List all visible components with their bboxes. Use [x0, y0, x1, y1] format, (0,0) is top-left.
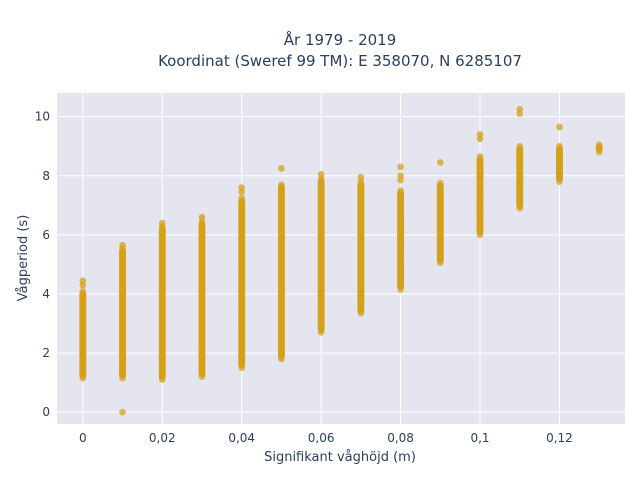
data-point [516, 105, 524, 113]
point-column [158, 219, 166, 383]
data-point [278, 355, 285, 363]
data-point [476, 131, 484, 138]
point-column [436, 159, 444, 267]
data-point [158, 219, 166, 227]
chart-title-line2: Koordinat (Sweref 99 TM): E 358070, N 62… [158, 52, 522, 70]
x-tick-label: 0,1 [470, 431, 489, 445]
point-column [595, 141, 603, 156]
data-point [317, 170, 325, 178]
point-column [397, 163, 405, 293]
x-tick-labels: 0 0,02 0,04 0,06 0,08 0,1 0,12 [79, 431, 573, 445]
point-column [238, 184, 246, 372]
data-point [317, 329, 325, 336]
point-column [317, 170, 325, 336]
data-point [397, 286, 404, 293]
point-column [516, 105, 524, 212]
data-point [556, 123, 563, 131]
data-point [476, 231, 484, 239]
y-tick-label: 2 [42, 346, 50, 360]
x-tick-label: 0 [79, 431, 87, 445]
data-point [437, 159, 444, 166]
point-column [357, 173, 365, 317]
data-point [238, 364, 245, 372]
plot-area [57, 93, 625, 424]
data-point [357, 173, 365, 181]
x-axis-label: Signifikant våghöjd (m) [264, 450, 416, 465]
data-point [79, 374, 87, 382]
data-point [595, 148, 603, 156]
x-tick-label: 0,08 [387, 431, 414, 445]
point-column [198, 213, 206, 381]
point-column [277, 165, 285, 363]
data-point [119, 408, 126, 416]
data-point [158, 376, 166, 383]
y-tick-label: 10 [35, 110, 50, 124]
data-points [79, 105, 603, 416]
y-gridlines [57, 116, 625, 413]
data-point [198, 213, 206, 221]
y-tick-label: 0 [42, 405, 50, 419]
data-point [238, 184, 245, 191]
x-tick-label: 0,02 [149, 431, 176, 445]
x-tick-label: 0,12 [546, 431, 573, 445]
y-tick-label: 6 [42, 228, 50, 242]
data-point [556, 178, 563, 185]
data-point [119, 241, 126, 249]
y-tick-labels: 0 2 4 6 8 10 [35, 110, 50, 420]
data-point [79, 277, 87, 284]
data-point [397, 172, 404, 180]
y-tick-label: 4 [42, 287, 50, 301]
data-point [516, 204, 524, 212]
data-point [198, 373, 206, 381]
data-point [278, 165, 285, 172]
point-column [476, 131, 484, 239]
data-point [437, 259, 444, 267]
data-point [357, 309, 365, 317]
point-column [119, 241, 127, 416]
point-column [555, 123, 563, 185]
y-tick-label: 8 [42, 169, 50, 183]
data-point [119, 374, 126, 382]
point-column [79, 277, 87, 382]
x-tick-label: 0,04 [228, 431, 255, 445]
data-point [397, 163, 404, 171]
chart-title-line1: År 1979 - 2019 [284, 30, 397, 49]
x-tick-label: 0,06 [308, 431, 335, 445]
y-axis-label: Vågperiod (s) [16, 215, 31, 302]
